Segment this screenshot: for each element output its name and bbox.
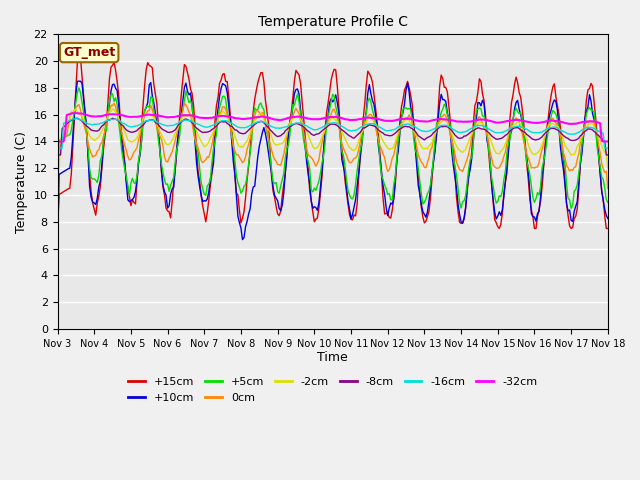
-16cm [54,145,61,151]
-2cm [157,132,165,137]
-8cm [399,124,407,130]
+10cm [604,216,612,221]
-16cm [387,127,395,133]
-16cm [604,145,612,151]
Line: -16cm: -16cm [58,119,608,148]
+15cm [69,143,77,149]
+15cm [157,169,165,175]
+10cm [69,133,77,139]
+10cm [74,78,81,84]
+5cm [54,205,61,211]
-16cm [69,116,77,122]
-32cm [538,120,546,125]
Line: -32cm: -32cm [58,113,608,142]
+10cm [157,167,165,173]
+5cm [387,197,395,203]
+5cm [75,85,83,91]
Line: -8cm: -8cm [58,118,608,155]
-8cm [54,152,61,158]
+15cm [604,226,612,231]
-16cm [157,121,165,127]
-16cm [538,129,546,135]
+10cm [399,110,407,116]
-2cm [69,109,77,115]
-16cm [72,116,80,121]
+15cm [54,226,61,231]
-32cm [69,110,77,116]
-8cm [538,134,546,140]
-8cm [387,133,395,139]
-8cm [604,152,612,158]
Line: +5cm: +5cm [58,88,608,208]
-8cm [369,123,376,129]
0cm [369,114,376,120]
-32cm [604,139,612,144]
0cm [538,147,546,153]
Text: GT_met: GT_met [63,46,115,59]
+15cm [369,79,376,85]
0cm [387,162,395,168]
Y-axis label: Temperature (C): Temperature (C) [15,131,28,233]
+10cm [387,200,395,206]
Legend: +15cm, +10cm, +5cm, 0cm, -2cm, -8cm, -16cm, -32cm: +15cm, +10cm, +5cm, 0cm, -2cm, -8cm, -16… [124,373,541,407]
Line: +10cm: +10cm [58,81,608,252]
0cm [54,185,61,191]
-32cm [157,113,165,119]
+5cm [604,200,612,205]
-2cm [109,106,116,112]
Title: Temperature Profile C: Temperature Profile C [258,15,408,29]
+5cm [157,161,165,167]
-8cm [109,115,116,121]
Line: 0cm: 0cm [58,103,608,188]
-8cm [157,126,165,132]
Line: +15cm: +15cm [58,48,608,228]
-8cm [69,117,77,122]
+5cm [399,106,407,112]
-16cm [399,122,407,128]
0cm [180,100,188,106]
+15cm [399,96,407,102]
X-axis label: Time: Time [317,351,348,364]
-2cm [538,142,546,148]
0cm [399,119,407,124]
+10cm [538,172,546,178]
-32cm [70,110,78,116]
0cm [156,133,164,139]
+15cm [538,184,546,190]
-32cm [369,115,376,121]
-2cm [54,166,61,171]
+5cm [538,165,546,171]
-2cm [399,120,407,126]
+10cm [369,97,376,103]
-32cm [54,139,61,144]
+5cm [369,107,376,113]
-2cm [604,166,612,171]
0cm [604,185,612,191]
+10cm [54,249,61,255]
-2cm [387,146,395,152]
-32cm [387,118,395,124]
-32cm [399,116,407,122]
+15cm [75,45,83,50]
Line: -2cm: -2cm [58,109,608,168]
+15cm [387,215,395,221]
+5cm [69,118,77,123]
-16cm [369,121,376,127]
0cm [69,109,77,115]
-2cm [369,115,376,121]
